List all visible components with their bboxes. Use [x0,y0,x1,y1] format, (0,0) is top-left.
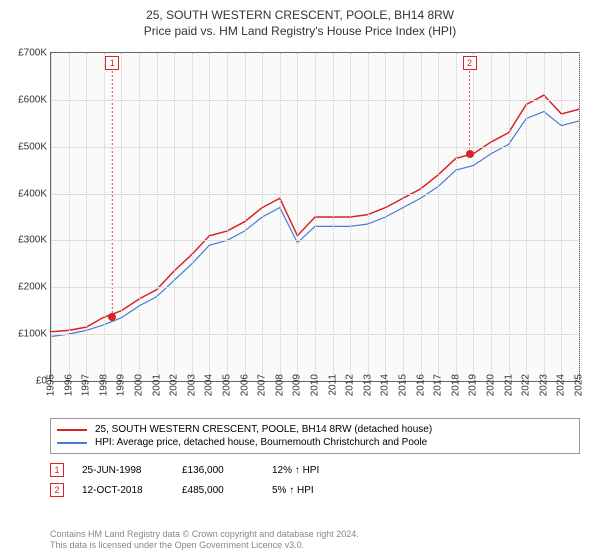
footer-line1: Contains HM Land Registry data © Crown c… [50,529,580,541]
xtick-label: 2007 [257,374,268,396]
footer-line2: This data is licensed under the Open Gov… [50,540,580,552]
sale-row-marker: 2 [50,483,64,497]
sale-price: £136,000 [182,465,272,476]
xtick-label: 2002 [169,374,180,396]
ytick-label: £500K [18,141,51,152]
plot-area: £0£100K£200K£300K£400K£500K£600K£700K199… [50,52,580,382]
sale-date: 25-JUN-1998 [82,465,182,476]
xtick-label: 2010 [310,374,321,396]
ytick-label: £400K [18,188,51,199]
ytick-label: £300K [18,235,51,246]
xtick-label: 2005 [222,374,233,396]
xtick-label: 2014 [380,374,391,396]
chart-subtitle: Price paid vs. HM Land Registry's House … [0,22,600,44]
xtick-label: 2004 [204,374,215,396]
legend-item: 25, SOUTH WESTERN CRESCENT, POOLE, BH14 … [57,423,573,436]
legend-swatch [57,442,87,444]
xtick-label: 2018 [450,374,461,396]
legend: 25, SOUTH WESTERN CRESCENT, POOLE, BH14 … [50,418,580,454]
sale-row-marker: 1 [50,463,64,477]
sale-row: 1 25-JUN-1998£136,00012% ↑ HPI [50,460,580,480]
xtick-label: 1995 [46,374,57,396]
xtick-label: 2023 [538,374,549,396]
ytick-label: £100K [18,329,51,340]
ytick-label: £700K [18,48,51,59]
xtick-label: 2022 [521,374,532,396]
legend-label: HPI: Average price, detached house, Bour… [95,437,427,448]
xtick-label: 1996 [63,374,74,396]
xtick-label: 2015 [398,374,409,396]
chart-title: 25, SOUTH WESTERN CRESCENT, POOLE, BH14 … [0,0,600,22]
xtick-label: 2006 [239,374,250,396]
sale-price: £485,000 [182,485,272,496]
sale-pct: 12% ↑ HPI [272,465,342,476]
xtick-label: 2024 [556,374,567,396]
xtick-label: 2001 [151,374,162,396]
sale-pct: 5% ↑ HPI [272,485,342,496]
sale-row: 2 12-OCT-2018£485,0005% ↑ HPI [50,480,580,500]
sales-table: 1 25-JUN-1998£136,00012% ↑ HPI 2 12-OCT-201… [50,460,580,500]
xtick-label: 2012 [345,374,356,396]
xtick-label: 2017 [433,374,444,396]
legend-label: 25, SOUTH WESTERN CRESCENT, POOLE, BH14 … [95,424,432,435]
sale-marker-box: 1 [105,56,119,70]
xtick-label: 1998 [98,374,109,396]
xtick-label: 2019 [468,374,479,396]
xtick-label: 1997 [81,374,92,396]
footer: Contains HM Land Registry data © Crown c… [50,529,580,552]
sale-marker-box: 2 [463,56,477,70]
ytick-label: £600K [18,94,51,105]
sale-marker-dot [466,150,474,158]
xtick-label: 2016 [415,374,426,396]
xtick-label: 2003 [186,374,197,396]
xtick-label: 2020 [486,374,497,396]
xtick-label: 2000 [134,374,145,396]
ytick-label: £200K [18,282,51,293]
xtick-label: 2021 [503,374,514,396]
xtick-label: 2025 [574,374,585,396]
xtick-label: 2008 [274,374,285,396]
xtick-label: 2011 [327,374,338,396]
xtick-label: 2009 [292,374,303,396]
chart-container: 25, SOUTH WESTERN CRESCENT, POOLE, BH14 … [0,0,600,560]
xtick-label: 2013 [362,374,373,396]
legend-item: HPI: Average price, detached house, Bour… [57,436,573,449]
xtick-label: 1999 [116,374,127,396]
legend-swatch [57,429,87,431]
sale-marker-dot [108,313,116,321]
sale-date: 12-OCT-2018 [82,485,182,496]
